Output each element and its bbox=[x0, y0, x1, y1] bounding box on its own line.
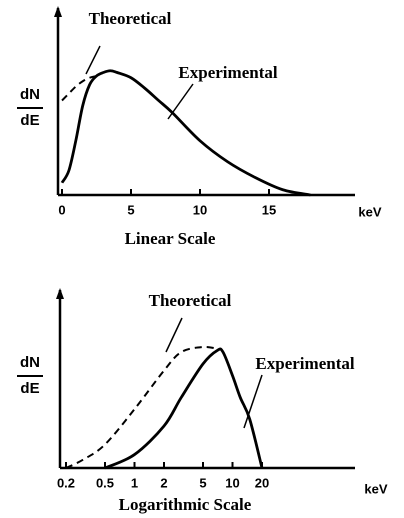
x-tick-label: 2 bbox=[160, 475, 167, 490]
theoretical-curve bbox=[61, 75, 97, 102]
x-tick-label: 5 bbox=[127, 202, 134, 217]
series-label: Experimental bbox=[255, 354, 354, 373]
label-pointer bbox=[165, 317, 183, 353]
caption: Linear Scale bbox=[125, 229, 216, 248]
x-tick-label: 20 bbox=[255, 475, 269, 490]
theoretical-curve bbox=[65, 345, 218, 469]
series-label: Theoretical bbox=[89, 9, 172, 28]
x-tick-label: 10 bbox=[225, 475, 239, 490]
experimental-curve bbox=[104, 347, 264, 470]
y-label-top: dN bbox=[20, 86, 40, 103]
label-pointer bbox=[243, 374, 263, 429]
series-label: Theoretical bbox=[149, 291, 232, 310]
y-label-bottom: dE bbox=[20, 112, 39, 129]
x-axis-label: keV bbox=[364, 481, 387, 496]
x-tick-label: 0 bbox=[58, 202, 65, 217]
x-tick-label: 0.5 bbox=[96, 475, 114, 490]
label-pointer bbox=[167, 83, 194, 120]
series-label: Experimental bbox=[178, 63, 277, 82]
x-tick-label: 0.2 bbox=[57, 475, 75, 490]
x-tick-label: 1 bbox=[131, 475, 138, 490]
caption: Logarithmic Scale bbox=[119, 495, 252, 514]
y-axis-arrow bbox=[54, 6, 62, 17]
experimental-curve bbox=[60, 69, 311, 197]
y-axis-arrow bbox=[56, 288, 64, 299]
y-label-bottom: dE bbox=[20, 380, 39, 397]
x-tick-label: 10 bbox=[193, 202, 207, 217]
x-tick-label: 15 bbox=[262, 202, 276, 217]
y-label-top: dN bbox=[20, 354, 40, 371]
x-tick-label: 5 bbox=[199, 475, 206, 490]
label-pointer bbox=[85, 45, 101, 75]
x-axis-label: keV bbox=[358, 204, 381, 219]
